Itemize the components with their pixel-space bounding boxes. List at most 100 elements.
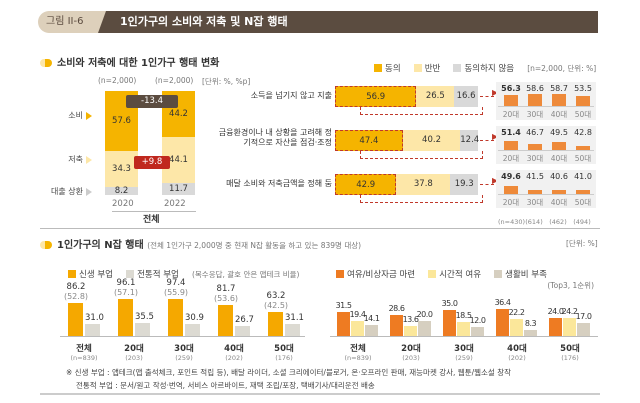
- age-label: 30대: [526, 198, 544, 207]
- bar: [351, 321, 364, 336]
- segment-label: 11.7: [169, 183, 188, 194]
- age-value: 51.4: [501, 128, 521, 137]
- stacked-segment: [105, 186, 138, 196]
- segment-label: 57.6: [112, 115, 131, 126]
- age-value: 41.0: [574, 172, 592, 181]
- bar: [285, 324, 300, 336]
- bar-value: 14.1: [363, 314, 380, 324]
- baseline: [498, 106, 594, 107]
- row-label: 금융환경이나 내 상황을 고려해 정기적으로 자산을 점검·조정: [218, 128, 332, 147]
- age-n-label: (494): [573, 218, 591, 226]
- category-label: 20대: [124, 344, 144, 354]
- bar-value: 8.3: [524, 318, 537, 328]
- bar-value: 13.6: [402, 314, 419, 324]
- row-label-consume: 소비: [68, 110, 92, 121]
- n-label: (176): [561, 354, 579, 362]
- triangle-icon: [86, 155, 92, 164]
- bar: [168, 298, 183, 336]
- bar: [85, 324, 100, 336]
- bar-segment: 19.3: [450, 174, 478, 195]
- bar: [563, 317, 576, 336]
- section2-unit: [단위: %]: [566, 239, 598, 248]
- age-label: 30대: [526, 110, 544, 119]
- group-label: 전체: [143, 215, 160, 225]
- bar-segment: 37.8: [396, 174, 451, 195]
- bar: [390, 314, 403, 336]
- age-value: 42.8: [574, 128, 592, 137]
- bar: [510, 319, 523, 336]
- section2-title: 1인가구의 N잡 행태 (전체 1인가구 2,000명 중 현재 N잡 활동을 …: [40, 236, 361, 251]
- category-label: 50대: [560, 344, 580, 354]
- n-label: (202): [225, 354, 243, 362]
- bar-value: 31.0: [85, 313, 104, 324]
- bar-value: 12.0: [469, 316, 486, 325]
- baseline: [330, 336, 598, 337]
- age-bar: [504, 141, 518, 150]
- category-label: 30대: [454, 344, 474, 354]
- age-label: 40대: [550, 154, 568, 163]
- age-bar: [552, 190, 566, 194]
- connector-line: [360, 107, 483, 115]
- arrow-icon: ▶: [492, 176, 498, 185]
- bullet-icon: [40, 241, 52, 249]
- age-label: 30대: [526, 154, 544, 163]
- section1-title: 소비와 저축에 대한 1인가구 행태 변화: [40, 54, 219, 69]
- age-value: 53.5: [574, 84, 592, 93]
- stacked-segment: [162, 182, 195, 195]
- row-label: 소득을 넘기지 않고 지출: [250, 91, 332, 100]
- bar: [185, 324, 200, 336]
- bar: [496, 308, 509, 336]
- bar-segment: 26.5: [416, 86, 455, 107]
- bar-value: 22.2: [508, 308, 525, 318]
- age-n-label: (462): [549, 218, 567, 226]
- bar: [218, 304, 233, 336]
- app-tech-value: (52.8): [63, 292, 89, 302]
- reason-note: (Top3, 1순위): [547, 281, 594, 290]
- stacked-segment: [105, 150, 138, 187]
- connector-line: [480, 184, 494, 185]
- delta-badge: -13.4: [126, 95, 178, 108]
- bar-value: 19.4: [349, 310, 366, 320]
- year-2020: 2020: [112, 199, 134, 209]
- n-label: (259): [175, 354, 193, 362]
- age-bar: [528, 190, 542, 194]
- connector-line: [360, 195, 483, 203]
- age-value: 40.6: [550, 172, 568, 181]
- bar-value: 35.5: [135, 311, 154, 322]
- bar-value: 30.9: [185, 313, 204, 324]
- age-bar: [528, 93, 542, 106]
- segment-label: 34.3: [112, 163, 131, 174]
- age-bar: [528, 143, 542, 150]
- age-bar: [504, 94, 518, 106]
- age-label: 50대: [574, 110, 592, 119]
- bullet-icon: [40, 59, 52, 67]
- n-label: (202): [508, 354, 526, 362]
- bar: [235, 325, 250, 336]
- n-label: (n=839): [344, 354, 372, 362]
- n-label: (259): [455, 354, 473, 362]
- divider: [112, 211, 196, 212]
- category-label: 50대: [274, 344, 294, 354]
- n-label: (176): [275, 354, 293, 362]
- bar-value: 18.5: [455, 311, 472, 321]
- age-value: 49.6: [501, 172, 521, 181]
- age-label: 50대: [574, 198, 592, 207]
- age-label: 20대: [502, 198, 520, 207]
- bar-segment: 12.4: [460, 130, 479, 151]
- divider: [40, 228, 600, 229]
- arrow-icon: ▶: [492, 88, 498, 97]
- baseline: [498, 194, 594, 195]
- age-value: 58.6: [526, 84, 544, 93]
- bar-value: 31.5: [335, 301, 352, 311]
- left-legend: 신생 부업 전통적 부업 (복수응답, 괄호 안은 앱테크 비율): [68, 262, 299, 281]
- bar-segment: 16.6: [454, 86, 478, 107]
- year-2022: 2022: [164, 199, 186, 209]
- age-bar: [504, 186, 518, 194]
- baseline: [498, 150, 594, 151]
- age-bar: [576, 190, 590, 194]
- age-bar: [552, 93, 566, 106]
- bar: [135, 322, 150, 336]
- age-value: 46.7: [526, 128, 544, 137]
- bar-value: 28.6: [388, 303, 405, 313]
- segment-label: 8.2: [114, 185, 129, 196]
